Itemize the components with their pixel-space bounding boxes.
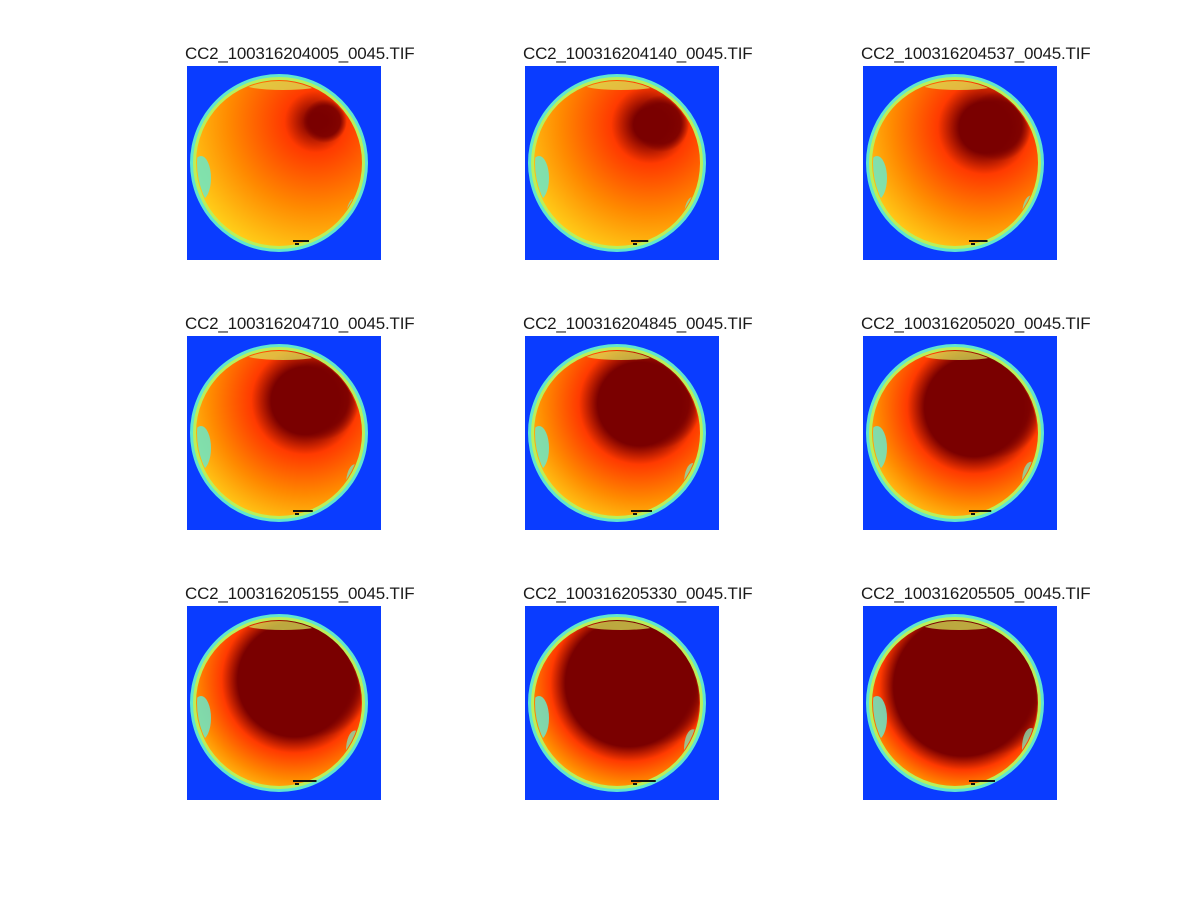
image-panel-5: CC2_100316204845_0045.TIF	[523, 314, 823, 554]
thermal-image	[187, 606, 381, 800]
thermal-image	[525, 336, 719, 530]
thermal-image	[187, 66, 381, 260]
panel-title: CC2_100316205330_0045.TIF	[523, 584, 753, 603]
top-band	[579, 351, 663, 360]
thermal-image	[187, 336, 381, 530]
top-band	[917, 351, 1001, 360]
image-panel-3: CC2_100316204537_0045.TIF	[861, 44, 1161, 284]
panel-title: CC2_100316205020_0045.TIF	[861, 314, 1091, 333]
disc-body	[534, 80, 700, 246]
thermal-image	[863, 66, 1057, 260]
cool-patch	[197, 426, 211, 470]
cool-patch	[873, 426, 887, 470]
cool-patch	[197, 696, 211, 740]
cool-patch	[873, 156, 887, 200]
panel-title: CC2_100316204005_0045.TIF	[185, 44, 415, 63]
top-band	[917, 621, 1001, 630]
scale-mark	[971, 513, 975, 515]
panel-title: CC2_100316204537_0045.TIF	[861, 44, 1091, 63]
scale-mark	[295, 243, 299, 245]
scale-mark	[631, 240, 649, 242]
panel-title: CC2_100316205155_0045.TIF	[185, 584, 415, 603]
cool-patch	[873, 696, 887, 740]
scale-mark	[633, 513, 637, 515]
top-band	[917, 81, 1001, 90]
scale-mark	[295, 513, 299, 515]
scale-mark	[969, 510, 992, 512]
panel-title: CC2_100316204710_0045.TIF	[185, 314, 415, 333]
top-band	[241, 81, 325, 90]
image-panel-6: CC2_100316205020_0045.TIF	[861, 314, 1161, 554]
cool-patch	[197, 156, 211, 200]
scale-mark	[295, 783, 299, 785]
scale-mark	[969, 780, 995, 782]
panel-title: CC2_100316205505_0045.TIF	[861, 584, 1091, 603]
image-panel-4: CC2_100316204710_0045.TIF	[185, 314, 485, 554]
thermal-image	[525, 606, 719, 800]
thermal-image	[863, 336, 1057, 530]
scale-mark	[633, 243, 637, 245]
top-band	[241, 351, 325, 360]
disc-body	[196, 80, 362, 246]
cool-patch	[535, 426, 549, 470]
image-panel-2: CC2_100316204140_0045.TIF	[523, 44, 823, 284]
top-band	[579, 621, 663, 630]
scale-mark	[293, 240, 309, 242]
panel-title: CC2_100316204845_0045.TIF	[523, 314, 753, 333]
image-panel-1: CC2_100316204005_0045.TIF	[185, 44, 485, 284]
cool-patch	[535, 156, 549, 200]
scale-mark	[631, 510, 652, 512]
scale-mark	[971, 243, 975, 245]
thermal-image	[863, 606, 1057, 800]
disc-body	[872, 80, 1038, 246]
cool-patch	[535, 696, 549, 740]
image-panel-9: CC2_100316205505_0045.TIF	[861, 584, 1161, 824]
image-panel-8: CC2_100316205330_0045.TIF	[523, 584, 823, 824]
scale-mark	[631, 780, 656, 782]
scale-mark	[971, 783, 975, 785]
top-band	[241, 621, 325, 630]
scale-mark	[969, 240, 988, 242]
scale-mark	[293, 780, 317, 782]
dark-region	[303, 99, 347, 143]
dark-region	[634, 95, 690, 152]
image-panel-7: CC2_100316205155_0045.TIF	[185, 584, 485, 824]
top-band	[579, 81, 663, 90]
panel-title: CC2_100316204140_0045.TIF	[523, 44, 753, 63]
scale-mark	[633, 783, 637, 785]
dark-region	[965, 91, 1032, 161]
scale-mark	[293, 510, 313, 512]
thermal-image	[525, 66, 719, 260]
